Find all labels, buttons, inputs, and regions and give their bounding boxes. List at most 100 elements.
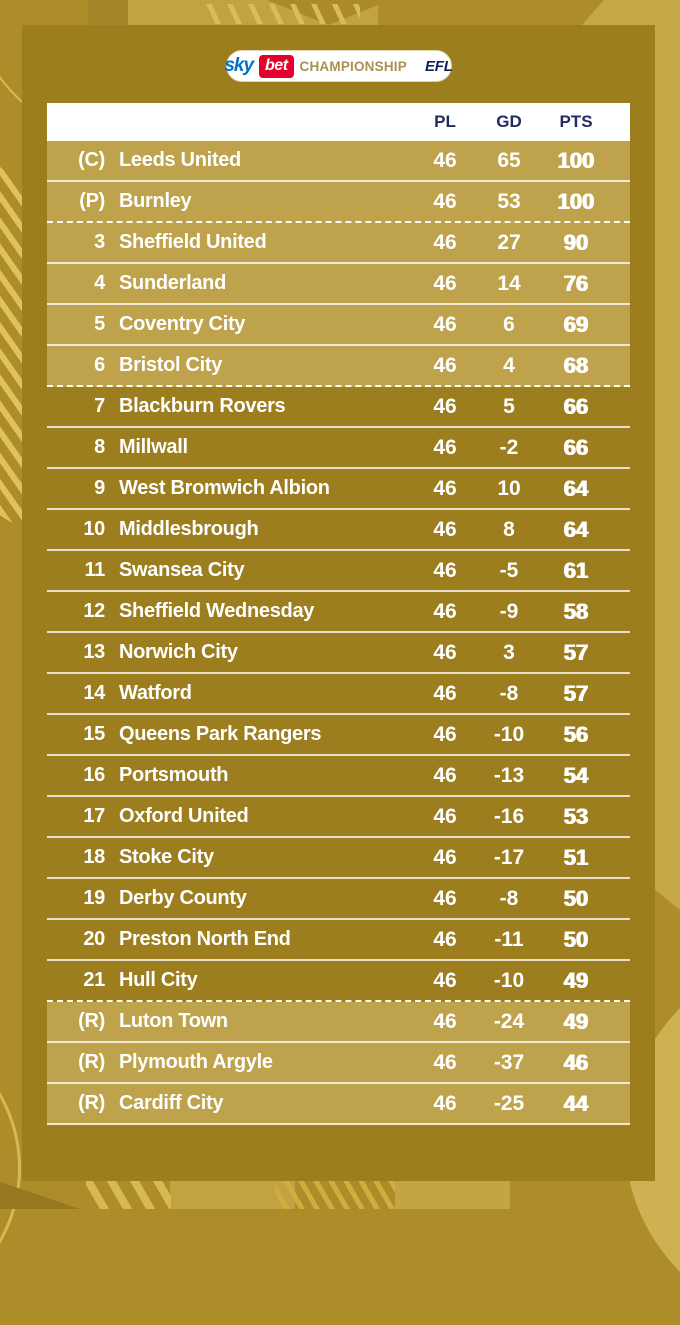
points-cell: 56 <box>563 721 589 747</box>
rank-cell: 20 <box>83 928 105 950</box>
team-name-cell: Sunderland <box>119 272 227 294</box>
played-cell: 46 <box>433 517 457 541</box>
rank-cell: 3 <box>94 231 105 253</box>
table-row: 19 Derby County 46 -8 50 <box>47 879 630 920</box>
points-cell: 100 <box>557 188 595 214</box>
played-cell: 46 <box>433 722 457 746</box>
team-name-cell: Stoke City <box>119 846 214 868</box>
goal-difference-cell: -9 <box>499 599 519 623</box>
rank-cell: 15 <box>83 723 105 745</box>
table-row: 10 Middlesbrough 46 8 64 <box>47 510 630 551</box>
rank-cell: 16 <box>83 764 105 786</box>
table-row: 14 Watford 46 -8 57 <box>47 674 630 715</box>
points-cell: 69 <box>563 311 589 337</box>
rank-cell: 10 <box>83 518 105 540</box>
background-stripes-top <box>200 4 360 24</box>
table-body: (C) Leeds United 46 65 100 (P) Burnley 4… <box>47 141 630 1125</box>
table-row: 3 Sheffield United 46 27 90 <box>47 223 630 264</box>
points-cell: 51 <box>563 844 589 870</box>
points-cell: 64 <box>563 475 589 501</box>
rank-cell: 7 <box>94 395 105 417</box>
rank-cell: (P) <box>79 190 105 212</box>
played-cell: 46 <box>433 312 457 336</box>
rank-cell: 4 <box>94 272 105 294</box>
played-cell: 46 <box>433 886 457 910</box>
table-row: 16 Portsmouth 46 -13 54 <box>47 756 630 797</box>
championship-label: CHAMPIONSHIP <box>299 58 407 74</box>
team-name-cell: Watford <box>119 682 192 704</box>
rank-cell: 12 <box>83 600 105 622</box>
competition-logo: sky bet CHAMPIONSHIP EFL <box>224 50 453 82</box>
goal-difference-cell: 27 <box>497 230 521 254</box>
team-name-cell: Preston North End <box>119 928 291 950</box>
goal-difference-cell: 4 <box>503 353 515 377</box>
points-cell: 49 <box>563 967 589 993</box>
points-cell: 64 <box>563 516 589 542</box>
points-cell: 49 <box>563 1008 589 1034</box>
points-cell: 46 <box>563 1049 589 1075</box>
team-name-cell: Cardiff City <box>119 1092 224 1114</box>
table-row: (C) Leeds United 46 65 100 <box>47 141 630 182</box>
table-row: 20 Preston North End 46 -11 50 <box>47 920 630 961</box>
rank-cell: 9 <box>94 477 105 499</box>
goal-difference-cell: -16 <box>493 804 525 828</box>
played-cell: 46 <box>433 148 457 172</box>
played-cell: 46 <box>433 599 457 623</box>
team-name-cell: Portsmouth <box>119 764 229 786</box>
played-cell: 46 <box>433 1009 457 1033</box>
team-name-cell: Derby County <box>119 887 247 909</box>
rank-cell: 6 <box>94 354 105 376</box>
table-row: 11 Swansea City 46 -5 61 <box>47 551 630 592</box>
played-cell: 46 <box>433 804 457 828</box>
table-row: 18 Stoke City 46 -17 51 <box>47 838 630 879</box>
played-cell: 46 <box>433 1091 457 1115</box>
points-cell: 90 <box>563 229 589 255</box>
goal-difference-cell: 10 <box>497 476 521 500</box>
points-cell: 58 <box>563 598 589 624</box>
main-panel: sky bet CHAMPIONSHIP EFL PL GD PTS (C) L… <box>22 25 655 1181</box>
rank-cell: 5 <box>94 313 105 335</box>
team-name-cell: Middlesbrough <box>119 518 259 540</box>
points-cell: 76 <box>563 270 589 296</box>
rank-cell: (R) <box>78 1010 105 1032</box>
points-cell: 50 <box>563 926 589 952</box>
points-cell: 68 <box>563 352 589 378</box>
table-row: (R) Luton Town 46 -24 49 <box>47 1002 630 1043</box>
points-cell: 53 <box>563 803 589 829</box>
efl-label: EFL <box>424 57 453 75</box>
table-row: (R) Plymouth Argyle 46 -37 46 <box>47 1043 630 1084</box>
goal-difference-cell: -13 <box>493 763 525 787</box>
rank-cell: (R) <box>78 1051 105 1073</box>
team-name-cell: Swansea City <box>119 559 245 581</box>
header-goal-difference: GD <box>496 112 522 131</box>
team-name-cell: Luton Town <box>119 1010 228 1032</box>
goal-difference-cell: -11 <box>494 927 524 951</box>
played-cell: 46 <box>433 230 457 254</box>
played-cell: 46 <box>433 435 457 459</box>
played-cell: 46 <box>433 271 457 295</box>
rank-cell: 18 <box>83 846 105 868</box>
rank-cell: 11 <box>84 559 105 581</box>
team-name-cell: Hull City <box>119 969 198 991</box>
team-name-cell: Millwall <box>119 436 188 458</box>
played-cell: 46 <box>433 681 457 705</box>
points-cell: 57 <box>563 680 589 706</box>
goal-difference-cell: -2 <box>499 435 519 459</box>
table-row: 17 Oxford United 46 -16 53 <box>47 797 630 838</box>
played-cell: 46 <box>433 968 457 992</box>
played-cell: 46 <box>433 353 457 377</box>
table-row: 21 Hull City 46 -10 49 <box>47 961 630 1002</box>
points-cell: 54 <box>563 762 589 788</box>
rank-cell: (R) <box>78 1092 105 1114</box>
table-header-row: PL GD PTS <box>47 103 630 141</box>
team-name-cell: Plymouth Argyle <box>119 1051 273 1073</box>
table-row: 15 Queens Park Rangers 46 -10 56 <box>47 715 630 756</box>
points-cell: 44 <box>563 1090 589 1116</box>
table-row: 6 Bristol City 46 4 68 <box>47 346 630 387</box>
team-name-cell: Sheffield United <box>119 231 267 253</box>
goal-difference-cell: -17 <box>493 845 525 869</box>
bet-logo-badge: bet <box>259 54 294 78</box>
header-played: PL <box>434 112 456 131</box>
rank-cell: 14 <box>83 682 105 704</box>
background-stripes-bottom-left <box>86 1181 171 1209</box>
